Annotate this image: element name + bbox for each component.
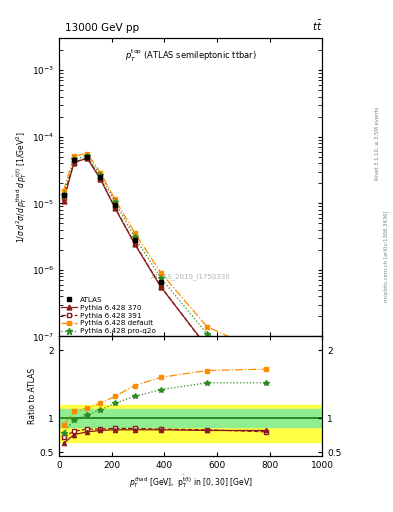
Pythia 6.428 pro-q2o — [159, 275, 163, 281]
Pythia 6.428 391 — [98, 176, 103, 182]
Line: Pythia 6.428 default: Pythia 6.428 default — [61, 151, 269, 356]
ATLAS — [205, 338, 209, 344]
X-axis label: $p_T^{t\rm had}\ [\rm GeV],\ p_T^{\bar{t}(t)}\ \rm in\ [0,30]\ [GeV]$: $p_T^{t\rm had}\ [\rm GeV],\ p_T^{\bar{t… — [129, 474, 252, 490]
ATLAS — [72, 157, 77, 163]
Text: Rivet 3.1.10, ≥ 3.5M events: Rivet 3.1.10, ≥ 3.5M events — [375, 106, 380, 180]
Pythia 6.428 default — [72, 153, 77, 159]
ATLAS — [112, 202, 117, 208]
Pythia 6.428 370 — [85, 155, 90, 161]
Pythia 6.428 391 — [132, 240, 137, 246]
Y-axis label: Ratio to ATLAS: Ratio to ATLAS — [28, 368, 37, 424]
Pythia 6.428 370 — [205, 344, 209, 350]
Pythia 6.428 370 — [98, 176, 103, 182]
Pythia 6.428 370 — [112, 205, 117, 211]
Pythia 6.428 391 — [205, 345, 209, 351]
Pythia 6.428 pro-q2o — [132, 234, 137, 240]
Pythia 6.428 370 — [159, 284, 163, 290]
Pythia 6.428 default — [264, 351, 269, 357]
Text: mcplots.cern.ch [arXiv:1306.3436]: mcplots.cern.ch [arXiv:1306.3436] — [384, 210, 389, 302]
Text: 13000 GeV pp: 13000 GeV pp — [65, 23, 139, 33]
Pythia 6.428 pro-q2o — [98, 172, 103, 178]
Pythia 6.428 default — [132, 230, 137, 236]
Pythia 6.428 391 — [85, 155, 90, 161]
Pythia 6.428 pro-q2o — [85, 153, 90, 159]
Pythia 6.428 pro-q2o — [72, 156, 77, 162]
ATLAS — [132, 237, 137, 243]
Pythia 6.428 370 — [61, 198, 66, 204]
Pythia 6.428 391 — [72, 159, 77, 165]
Pythia 6.428 pro-q2o — [61, 191, 66, 198]
Pythia 6.428 391 — [112, 204, 117, 210]
Text: $t\bar{t}$: $t\bar{t}$ — [312, 19, 322, 33]
Pythia 6.428 default — [112, 196, 117, 202]
Pythia 6.428 370 — [264, 370, 269, 376]
Line: Pythia 6.428 370: Pythia 6.428 370 — [61, 156, 269, 376]
Legend: ATLAS, Pythia 6.428 370, Pythia 6.428 391, Pythia 6.428 default, Pythia 6.428 pr: ATLAS, Pythia 6.428 370, Pythia 6.428 39… — [61, 297, 156, 334]
ATLAS — [264, 364, 269, 370]
Pythia 6.428 default — [85, 151, 90, 157]
Pythia 6.428 391 — [61, 195, 66, 201]
Line: Pythia 6.428 pro-q2o: Pythia 6.428 pro-q2o — [61, 153, 270, 365]
Text: $p_T^{\mathrm{top}}$ (ATLAS semileptonic ttbar): $p_T^{\mathrm{top}}$ (ATLAS semileptonic… — [125, 47, 257, 63]
Pythia 6.428 391 — [264, 373, 269, 379]
Pythia 6.428 default — [61, 187, 66, 194]
Line: ATLAS: ATLAS — [61, 154, 269, 369]
Y-axis label: $1/\sigma\,d^2\sigma/d\,p_T^{\rm thad}\,d\,p_T^{\bar{t}(t)}\ [1/{\rm GeV}^2]$: $1/\sigma\,d^2\sigma/d\,p_T^{\rm thad}\,… — [12, 132, 29, 243]
Pythia 6.428 default — [98, 169, 103, 176]
ATLAS — [61, 191, 66, 198]
Text: ATLAS_2019_I1750330: ATLAS_2019_I1750330 — [151, 273, 231, 280]
Pythia 6.428 370 — [132, 241, 137, 247]
Pythia 6.428 pro-q2o — [264, 358, 269, 365]
Pythia 6.428 391 — [159, 284, 163, 290]
ATLAS — [159, 279, 163, 285]
ATLAS — [98, 174, 103, 180]
Pythia 6.428 370 — [72, 159, 77, 165]
Pythia 6.428 pro-q2o — [112, 199, 117, 205]
Line: Pythia 6.428 391: Pythia 6.428 391 — [61, 156, 269, 379]
Pythia 6.428 default — [205, 324, 209, 330]
Pythia 6.428 default — [159, 270, 163, 276]
Pythia 6.428 pro-q2o — [205, 331, 209, 337]
ATLAS — [85, 154, 90, 160]
